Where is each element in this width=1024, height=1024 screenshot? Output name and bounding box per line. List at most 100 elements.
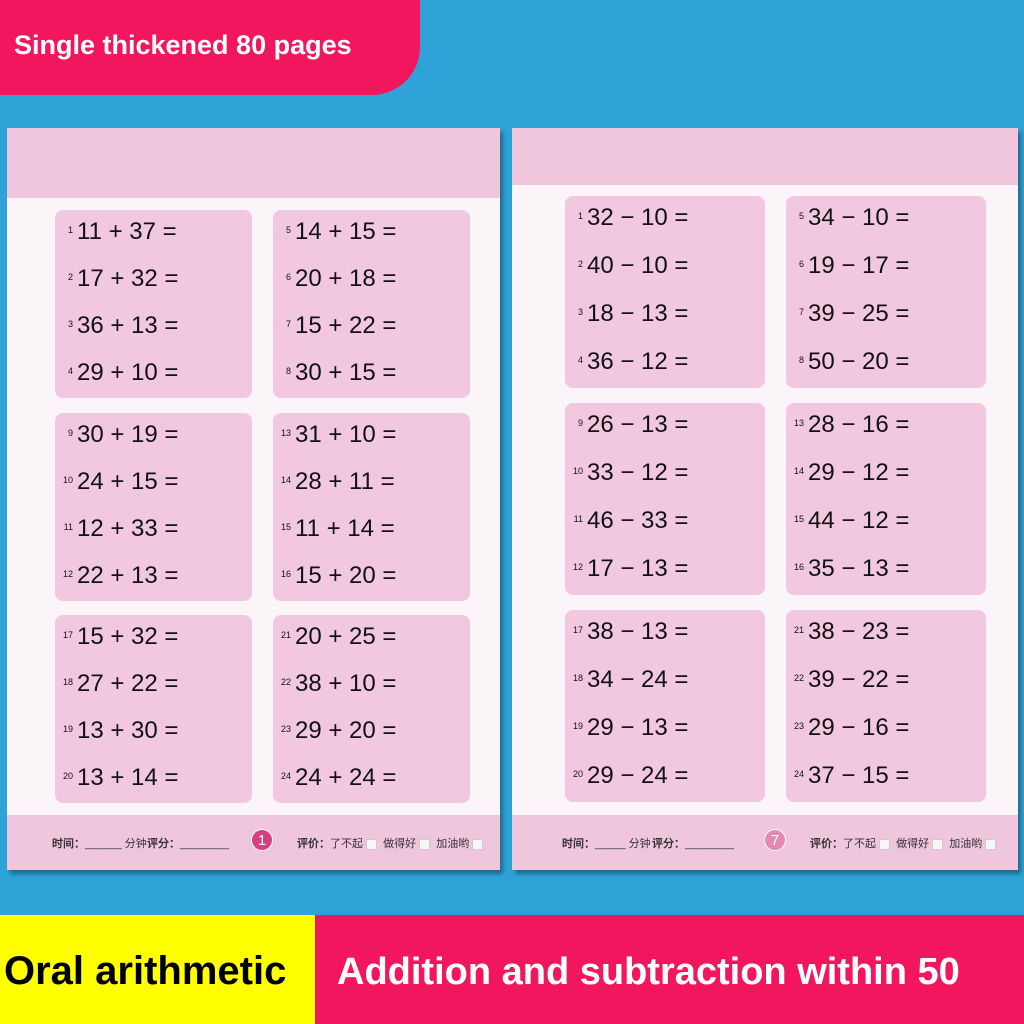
page-number-badge: 1 xyxy=(251,829,273,851)
equation: 17 − 13 = xyxy=(587,555,689,582)
equation: 13 + 14 = xyxy=(77,764,179,791)
problem-box: 13 31 + 10 = 14 28 + 11 = 15 11 + 14 = 16 15 + … xyxy=(273,413,470,601)
arithmetic-problem: 18 27 + 22 = xyxy=(59,670,252,710)
problem-number: 1 xyxy=(67,225,73,235)
problem-number: 13 xyxy=(793,418,804,428)
problem-number: 23 xyxy=(280,724,291,734)
arithmetic-problem: 3 18 − 13 = xyxy=(569,300,765,340)
page-header-band xyxy=(512,128,1018,185)
problem-number: 8 xyxy=(798,355,804,365)
arithmetic-problem: 8 50 − 20 = xyxy=(790,348,986,388)
arithmetic-problem: 5 34 − 10 = xyxy=(790,204,986,244)
arithmetic-problem: 10 33 − 12 = xyxy=(569,459,765,499)
equation: 36 + 13 = xyxy=(77,312,179,339)
checkbox[interactable] xyxy=(879,838,890,850)
arithmetic-problem: 7 39 − 25 = xyxy=(790,300,986,340)
equation: 11 + 14 = xyxy=(295,515,395,542)
equation: 32 − 10 = xyxy=(587,204,689,231)
checkbox[interactable] xyxy=(472,838,484,850)
problem-number: 17 xyxy=(62,630,73,640)
arithmetic-problem: 10 24 + 15 = xyxy=(59,468,252,508)
problem-number: 6 xyxy=(285,272,291,282)
arithmetic-problem: 17 38 − 13 = xyxy=(569,618,765,658)
equation: 14 + 15 = xyxy=(295,218,397,245)
arithmetic-problem: 1 32 − 10 = xyxy=(569,204,765,244)
arithmetic-problem: 22 38 + 10 = xyxy=(277,670,470,710)
problem-number: 14 xyxy=(793,466,804,476)
problem-number: 19 xyxy=(572,721,583,731)
equation: 12 + 33 = xyxy=(77,515,179,542)
page-number-badge: 7 xyxy=(764,829,786,851)
problem-number: 19 xyxy=(62,724,73,734)
equation: 29 + 10 = xyxy=(77,359,179,386)
problem-number: 15 xyxy=(280,522,291,532)
evaluation: 评价：了不起 做得好 加油哟 xyxy=(297,835,484,851)
equation: 39 − 22 = xyxy=(808,666,910,693)
problem-number: 12 xyxy=(62,569,73,579)
problem-number: 21 xyxy=(280,630,291,640)
arithmetic-problem: 19 13 + 30 = xyxy=(59,717,252,757)
arithmetic-problem: 11 46 − 33 = xyxy=(569,507,765,547)
problem-number: 9 xyxy=(577,418,583,428)
problem-number: 12 xyxy=(572,562,583,572)
equation: 36 − 12 = xyxy=(587,348,689,375)
equation: 22 + 13 = xyxy=(77,562,179,589)
equation: 29 − 24 = xyxy=(587,762,689,789)
problem-number: 18 xyxy=(62,677,73,687)
equation: 28 + 11 = xyxy=(295,468,395,495)
equation: 13 + 30 = xyxy=(77,717,179,744)
arithmetic-problem: 13 28 − 16 = xyxy=(790,411,986,451)
arithmetic-problem: 23 29 + 20 = xyxy=(277,717,470,757)
equation: 18 − 13 = xyxy=(587,300,689,327)
equation: 19 − 17 = xyxy=(808,252,910,279)
equation: 11 + 37 = xyxy=(77,218,177,245)
equation: 44 − 12 = xyxy=(808,507,910,534)
arithmetic-problem: 9 30 + 19 = xyxy=(59,421,252,461)
arithmetic-problem: 9 26 − 13 = xyxy=(569,411,765,451)
checkbox[interactable] xyxy=(985,838,997,850)
equation: 31 + 10 = xyxy=(295,421,397,448)
arithmetic-problem: 4 29 + 10 = xyxy=(59,359,252,399)
arithmetic-problem: 15 44 − 12 = xyxy=(790,507,986,547)
problem-number: 17 xyxy=(572,625,583,635)
equation: 29 − 16 = xyxy=(808,714,910,741)
problem-number: 4 xyxy=(577,355,583,365)
problem-number: 5 xyxy=(798,211,804,221)
arithmetic-problem: 21 38 − 23 = xyxy=(790,618,986,658)
equation: 15 + 22 = xyxy=(295,312,397,339)
arithmetic-problem: 12 17 − 13 = xyxy=(569,555,765,595)
equation: 27 + 22 = xyxy=(77,670,179,697)
arithmetic-problem: 13 31 + 10 = xyxy=(277,421,470,461)
arithmetic-problem: 14 29 − 12 = xyxy=(790,459,986,499)
arithmetic-problem: 3 36 + 13 = xyxy=(59,312,252,352)
arithmetic-problem: 1 11 + 37 = xyxy=(59,218,252,258)
problem-number: 8 xyxy=(285,366,291,376)
arithmetic-problem: 11 12 + 33 = xyxy=(59,515,252,555)
problem-number: 10 xyxy=(62,475,73,485)
arithmetic-problem: 8 30 + 15 = xyxy=(277,359,470,399)
problem-number: 5 xyxy=(285,225,291,235)
arithmetic-problem: 19 29 − 13 = xyxy=(569,714,765,754)
page-footer: 时间：______ 分钟 评分：________ 1 评价：了不起 做得好 加油… xyxy=(7,815,500,870)
arithmetic-problem: 24 37 − 15 = xyxy=(790,762,986,802)
problem-number: 2 xyxy=(577,259,583,269)
arithmetic-problem: 22 39 − 22 = xyxy=(790,666,986,706)
problem-number: 20 xyxy=(572,769,583,779)
score-label: 评分：________ xyxy=(652,838,734,850)
problem-number: 15 xyxy=(793,514,804,524)
arithmetic-problem: 7 15 + 22 = xyxy=(277,312,470,352)
problem-box: 17 15 + 32 = 18 27 + 22 = 19 13 + 30 = 20 13 + … xyxy=(55,615,252,803)
checkbox[interactable] xyxy=(366,838,377,850)
checkbox[interactable] xyxy=(419,838,431,850)
checkbox[interactable] xyxy=(932,838,944,850)
problem-box: 1 32 − 10 = 2 40 − 10 = 3 18 − 13 = 4 36 − 12 = xyxy=(565,196,765,388)
problem-number: 11 xyxy=(63,522,73,532)
arithmetic-problem: 6 20 + 18 = xyxy=(277,265,470,305)
equation: 30 + 19 = xyxy=(77,421,179,448)
equation: 29 − 13 = xyxy=(587,714,689,741)
equation: 20 + 18 = xyxy=(295,265,397,292)
arithmetic-problem: 21 20 + 25 = xyxy=(277,623,470,663)
arithmetic-problem: 16 15 + 20 = xyxy=(277,562,470,602)
equation: 38 − 23 = xyxy=(808,618,910,645)
equation: 28 − 16 = xyxy=(808,411,910,438)
